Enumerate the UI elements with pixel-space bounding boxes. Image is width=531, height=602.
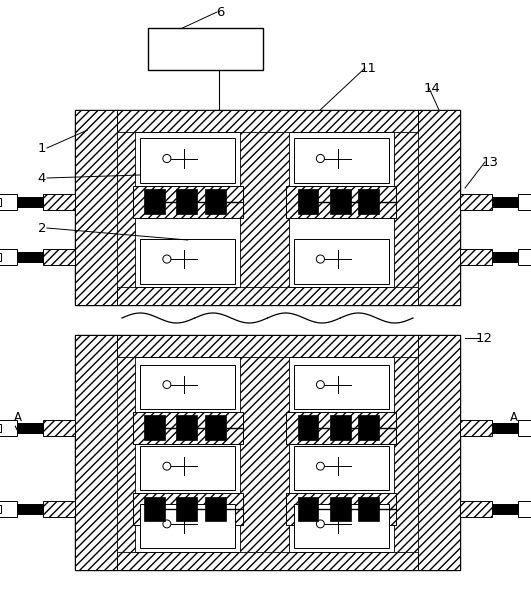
Bar xyxy=(0,253,1,261)
Bar xyxy=(0,501,17,517)
Bar xyxy=(15,197,43,206)
Text: 6: 6 xyxy=(216,5,224,19)
Bar xyxy=(148,28,263,70)
Text: 2: 2 xyxy=(38,222,46,235)
Bar xyxy=(294,239,389,284)
Text: 14: 14 xyxy=(424,81,440,95)
Bar xyxy=(43,420,75,436)
Bar xyxy=(140,446,235,491)
Bar xyxy=(75,552,460,570)
Bar xyxy=(518,420,531,436)
Bar xyxy=(0,505,1,513)
Bar xyxy=(0,249,17,265)
Bar xyxy=(460,194,492,209)
Bar xyxy=(133,493,243,525)
Bar xyxy=(75,110,460,305)
Bar xyxy=(358,497,379,521)
Bar xyxy=(15,504,43,514)
Bar xyxy=(133,412,243,444)
Bar xyxy=(460,249,492,265)
Bar xyxy=(75,287,460,305)
Bar xyxy=(135,132,241,287)
Bar xyxy=(294,138,389,184)
Bar xyxy=(330,497,351,521)
Bar xyxy=(15,252,43,262)
Bar xyxy=(43,501,75,517)
Bar xyxy=(43,194,75,209)
Bar xyxy=(140,504,235,548)
Bar xyxy=(15,423,43,433)
Bar xyxy=(0,197,1,205)
Bar xyxy=(298,497,319,521)
Bar xyxy=(518,249,531,265)
Bar xyxy=(492,504,520,514)
Bar xyxy=(144,415,165,440)
Bar xyxy=(0,420,17,436)
Text: 12: 12 xyxy=(475,332,492,344)
Bar xyxy=(0,194,17,209)
Bar xyxy=(241,132,288,287)
Bar xyxy=(117,132,418,287)
Bar xyxy=(117,132,135,287)
Bar xyxy=(75,335,460,357)
Bar xyxy=(286,412,396,444)
Bar xyxy=(286,185,396,217)
Bar xyxy=(140,365,235,409)
Bar xyxy=(117,357,135,552)
Bar xyxy=(294,365,389,409)
Bar xyxy=(144,190,165,214)
Bar xyxy=(135,357,241,552)
Bar xyxy=(518,501,531,517)
Bar xyxy=(0,424,1,432)
Bar xyxy=(298,190,319,214)
Bar xyxy=(75,110,117,305)
Bar xyxy=(460,420,492,436)
Bar xyxy=(133,185,243,217)
Bar xyxy=(492,197,520,206)
Text: 13: 13 xyxy=(482,155,499,169)
Bar xyxy=(288,357,394,552)
Bar xyxy=(492,423,520,433)
Bar xyxy=(75,335,117,570)
Text: A: A xyxy=(14,411,22,424)
Bar xyxy=(330,190,351,214)
Text: A: A xyxy=(510,411,518,424)
Bar xyxy=(176,190,197,214)
Bar xyxy=(176,497,197,521)
Bar xyxy=(492,252,520,262)
Bar xyxy=(330,415,351,440)
Bar xyxy=(205,415,226,440)
Text: 11: 11 xyxy=(359,61,376,75)
Bar xyxy=(117,357,418,552)
Bar xyxy=(460,501,492,517)
Bar xyxy=(358,190,379,214)
Text: 4: 4 xyxy=(38,172,46,184)
Bar xyxy=(144,497,165,521)
Bar xyxy=(294,446,389,491)
Bar xyxy=(75,110,460,132)
Bar xyxy=(394,132,418,287)
Bar xyxy=(43,249,75,265)
Bar xyxy=(205,497,226,521)
Bar xyxy=(418,110,460,305)
Bar xyxy=(298,415,319,440)
Bar xyxy=(358,415,379,440)
Bar xyxy=(205,190,226,214)
Bar xyxy=(176,415,197,440)
Bar xyxy=(286,493,396,525)
Bar xyxy=(140,138,235,184)
Bar xyxy=(75,335,460,570)
Bar xyxy=(418,335,460,570)
Text: 1: 1 xyxy=(38,141,46,155)
Bar xyxy=(241,357,288,552)
Bar xyxy=(518,194,531,209)
Bar xyxy=(140,239,235,284)
Bar xyxy=(394,357,418,552)
Bar xyxy=(288,132,394,287)
Bar xyxy=(294,504,389,548)
